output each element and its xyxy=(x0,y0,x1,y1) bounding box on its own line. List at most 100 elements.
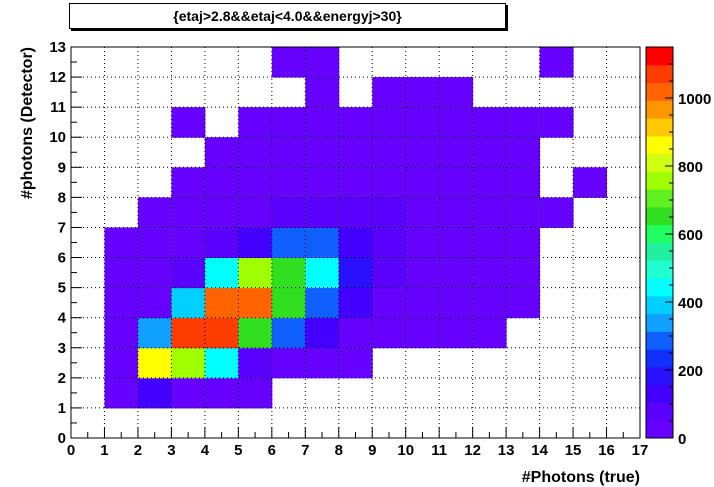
heatmap-cell xyxy=(271,317,306,349)
heatmap-cells xyxy=(104,47,608,409)
heatmap-cell xyxy=(405,257,440,289)
heatmap-cell xyxy=(137,287,172,319)
heatmap-cell xyxy=(305,347,340,379)
heatmap-cell xyxy=(439,197,474,228)
heatmap-cell xyxy=(204,287,239,319)
y-tick-label: 12 xyxy=(49,69,66,86)
heatmap-cell xyxy=(238,167,273,198)
heatmap-cell xyxy=(573,167,608,198)
heatmap-cell xyxy=(372,137,407,168)
y-tick-label: 13 xyxy=(49,39,66,56)
heatmap-cell xyxy=(204,257,239,289)
colorbar-band xyxy=(646,135,673,155)
heatmap-cell xyxy=(472,287,507,319)
x-tick-label: 17 xyxy=(632,442,649,459)
heatmap-cell xyxy=(271,287,306,319)
y-tick-label: 6 xyxy=(58,250,66,267)
heatmap-cell xyxy=(338,197,373,228)
colorbar-band xyxy=(646,64,673,84)
y-tick-label: 5 xyxy=(58,280,66,297)
heatmap-cell xyxy=(506,137,541,168)
chart-title: {etaj>2.8&&etaj<4.0&&energyj>30} xyxy=(69,3,506,29)
x-axis: 0 1 2 3 4 5 6 7 8 9 10 11 12 13 14 15 16 17 xyxy=(67,427,649,459)
heatmap-cell xyxy=(171,347,206,379)
heatmap-cell xyxy=(204,197,239,228)
colorbar-band xyxy=(646,420,673,439)
y-tick-label: 2 xyxy=(58,370,66,387)
heatmap-cell xyxy=(271,107,306,138)
heatmap-cell xyxy=(372,317,407,349)
heatmap-cell xyxy=(238,107,273,138)
heatmap-cell xyxy=(137,377,172,409)
heatmap-cell xyxy=(137,197,172,228)
x-tick-label: 2 xyxy=(134,442,142,459)
heatmap-cell xyxy=(204,317,239,349)
heatmap-cell xyxy=(439,317,474,349)
heatmap-cell xyxy=(338,347,373,379)
heatmap-cell xyxy=(539,197,574,228)
heatmap-cell xyxy=(171,287,206,319)
colorbar-band xyxy=(646,206,673,226)
heatmap-cell xyxy=(439,77,474,108)
y-axis-title: #photons (Detector) xyxy=(19,47,36,199)
heatmap-cell xyxy=(472,167,507,198)
colorbar-band xyxy=(646,349,673,368)
x-tick-label: 1 xyxy=(100,442,108,459)
heatmap-cell xyxy=(271,227,306,259)
x-tick-label: 0 xyxy=(67,442,75,459)
heatmap-cell xyxy=(204,227,239,259)
colorbar-tick-label: 400 xyxy=(678,295,703,312)
heatmap-cell xyxy=(338,137,373,168)
y-tick-label: 9 xyxy=(58,159,66,176)
heatmap-cell xyxy=(271,47,306,78)
colorbar-band xyxy=(646,384,673,403)
heatmap-cell xyxy=(439,287,474,319)
heatmap-cell xyxy=(305,47,340,78)
heatmap-cell xyxy=(372,257,407,289)
heatmap-cell xyxy=(171,257,206,289)
colorbar-band xyxy=(646,118,673,137)
heatmap-cell xyxy=(305,257,340,289)
x-tick-label: 5 xyxy=(234,442,242,459)
colorbar-band xyxy=(646,331,673,350)
heatmap-cell xyxy=(338,227,373,259)
x-tick-label: 12 xyxy=(464,442,481,459)
heatmap-cell xyxy=(305,227,340,259)
heatmap-cell xyxy=(405,197,440,228)
heatmap-cell xyxy=(539,47,574,78)
heatmap-cell xyxy=(506,287,541,319)
heatmap-cell xyxy=(305,197,340,228)
heatmap-cell xyxy=(472,197,507,228)
heatmap-cell xyxy=(405,317,440,349)
colorbar-band xyxy=(646,82,673,101)
heatmap-cell xyxy=(405,227,440,259)
x-tick-label: 9 xyxy=(368,442,376,459)
colorbar-band xyxy=(646,260,673,279)
heatmap-cell xyxy=(238,137,273,168)
heatmap-cell xyxy=(104,317,139,349)
x-tick-label: 13 xyxy=(498,442,515,459)
grid-lines xyxy=(71,47,640,438)
heatmap-cell xyxy=(204,137,239,168)
heatmap-cell xyxy=(305,107,340,138)
heatmap-cell xyxy=(137,227,172,259)
y-tick-label: 1 xyxy=(58,400,66,417)
heatmap-cell xyxy=(171,107,206,138)
colorbar-tick-label: 600 xyxy=(678,227,703,244)
heatmap-cell xyxy=(305,167,340,198)
colorbar-band xyxy=(646,171,673,190)
colorbar-band xyxy=(646,278,673,297)
heatmap-cell xyxy=(305,137,340,168)
heatmap-cell xyxy=(472,137,507,168)
colorbar-tick-label: 1000 xyxy=(678,91,711,108)
heatmap-cell xyxy=(171,317,206,349)
colorbar-band xyxy=(646,189,673,208)
y-tick-label: 4 xyxy=(58,310,67,327)
heatmap-cell xyxy=(204,167,239,198)
heatmap-cell xyxy=(506,167,541,198)
heatmap-cell xyxy=(204,377,239,409)
x-tick-label: 8 xyxy=(335,442,343,459)
heatmap-cell xyxy=(238,377,273,409)
colorbar-band xyxy=(646,295,673,315)
heatmap-cell xyxy=(104,227,139,259)
